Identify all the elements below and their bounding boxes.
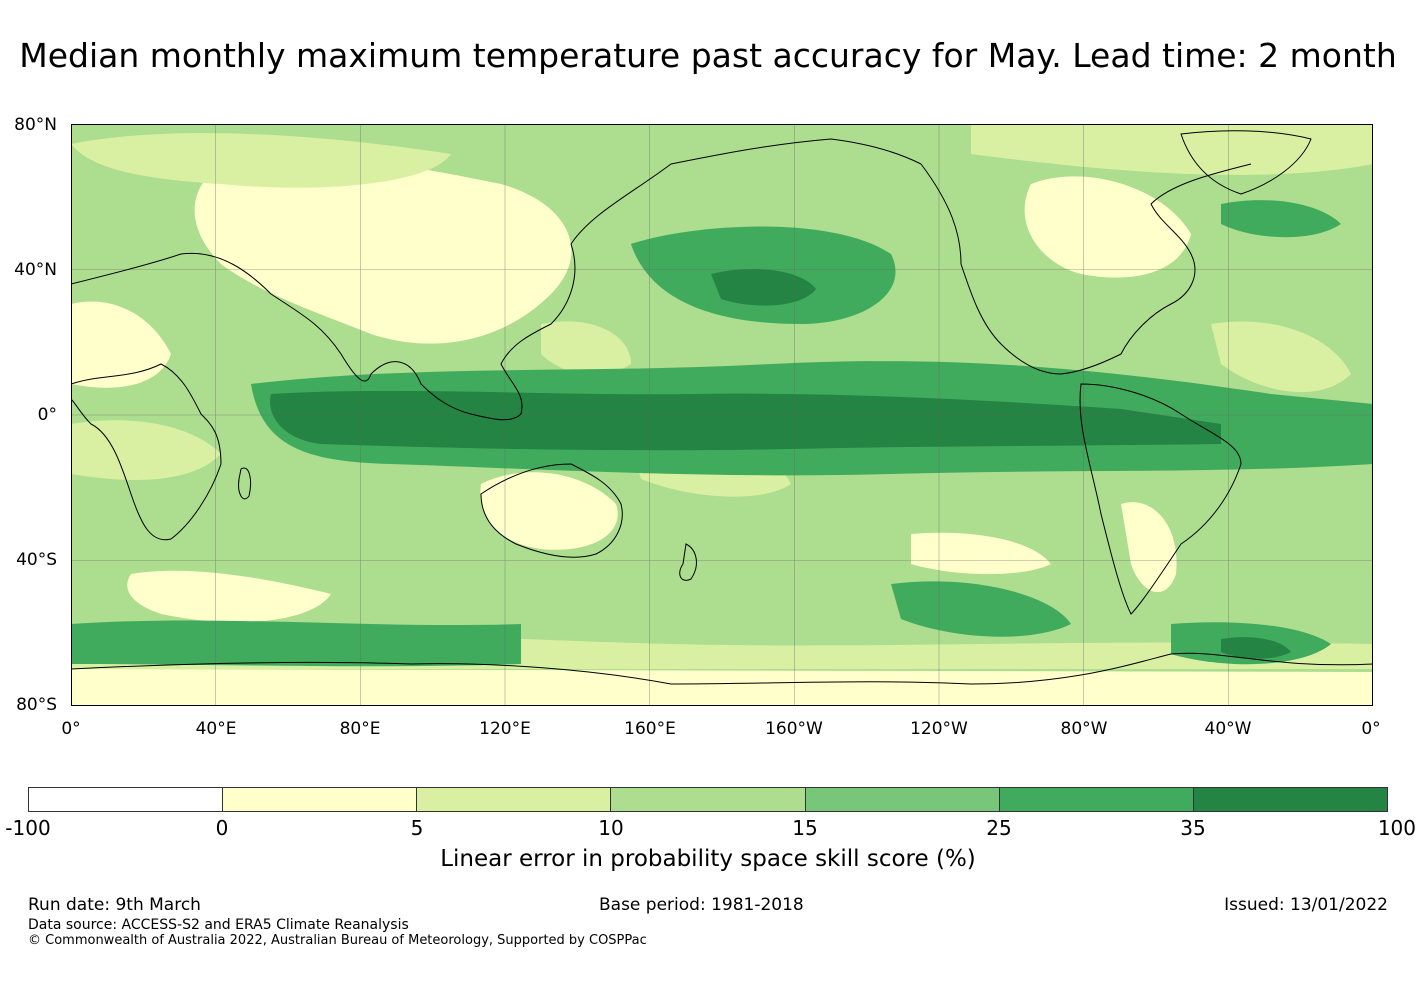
- x-tick-40e: 40°E: [195, 719, 237, 739]
- colorbar-segment: [805, 788, 1000, 811]
- skill-score-map: [71, 124, 1373, 706]
- coastlines: [71, 130, 1373, 685]
- x-tick-40w: 40°W: [1204, 719, 1252, 739]
- antarctica-coast: [71, 652, 1373, 685]
- colorbar-segment: [417, 788, 612, 811]
- y-tick-40n: 40°N: [14, 260, 57, 280]
- y-tick-0: 0°: [37, 405, 57, 425]
- x-tick-0-right: 0°: [1361, 719, 1381, 739]
- colorbar-segment: [1193, 788, 1387, 811]
- colorbar-tick: 25: [986, 816, 1012, 840]
- africa-coast: [71, 363, 222, 541]
- x-tick-120e: 120°E: [479, 719, 531, 739]
- colorbar-segment: [611, 788, 806, 811]
- colorbar-tick: 10: [598, 816, 624, 840]
- colorbar-label: Linear error in probability space skill …: [440, 846, 976, 872]
- colorbar-tick: 5: [410, 816, 424, 840]
- issued-date: Issued: 13/01/2022: [1224, 895, 1388, 915]
- colorbar: [28, 787, 1388, 812]
- y-tick-40s: 40°S: [16, 550, 57, 570]
- data-source: Data source: ACCESS-S2 and ERA5 Climate …: [28, 917, 409, 933]
- colorbar-tick: 15: [792, 816, 818, 840]
- chart-title: Median monthly maximum temperature past …: [19, 36, 1397, 75]
- colorbar-segment: [999, 788, 1194, 811]
- australia-coast: [480, 463, 623, 558]
- colorbar-segment: [223, 788, 418, 811]
- madagascar-coast: [238, 467, 252, 500]
- x-tick-80e: 80°E: [339, 719, 381, 739]
- low-skill-regions: [71, 155, 1373, 706]
- x-tick-120w: 120°W: [910, 719, 968, 739]
- base-period: Base period: 1981-2018: [599, 895, 804, 915]
- south-america-coast: [1079, 383, 1242, 615]
- colorbar-tick: 100: [1377, 816, 1416, 840]
- copyright: © Commonwealth of Australia 2022, Austra…: [28, 933, 647, 948]
- colorbar-tick: 0: [215, 816, 229, 840]
- run-date: Run date: 9th March: [28, 895, 201, 915]
- colorbar-segment: [29, 788, 224, 811]
- eurasia-coast: [71, 138, 922, 421]
- y-tick-80n: 80°N: [14, 115, 57, 135]
- colorbar-tick: 35: [1180, 816, 1206, 840]
- x-tick-0: 0°: [61, 719, 81, 739]
- graticule: [71, 124, 1373, 706]
- very-high-skill-regions: [270, 269, 1291, 659]
- x-tick-160w: 160°W: [765, 719, 823, 739]
- greenland-coast: [1180, 130, 1312, 195]
- x-tick-80w: 80°W: [1060, 719, 1108, 739]
- new-zealand-coast: [679, 543, 697, 581]
- north-america-coast: [920, 163, 1252, 375]
- y-tick-80s: 80°S: [16, 695, 57, 715]
- colorbar-tick: -100: [5, 816, 51, 840]
- map-frame: [71, 124, 1373, 706]
- x-tick-160e: 160°E: [624, 719, 676, 739]
